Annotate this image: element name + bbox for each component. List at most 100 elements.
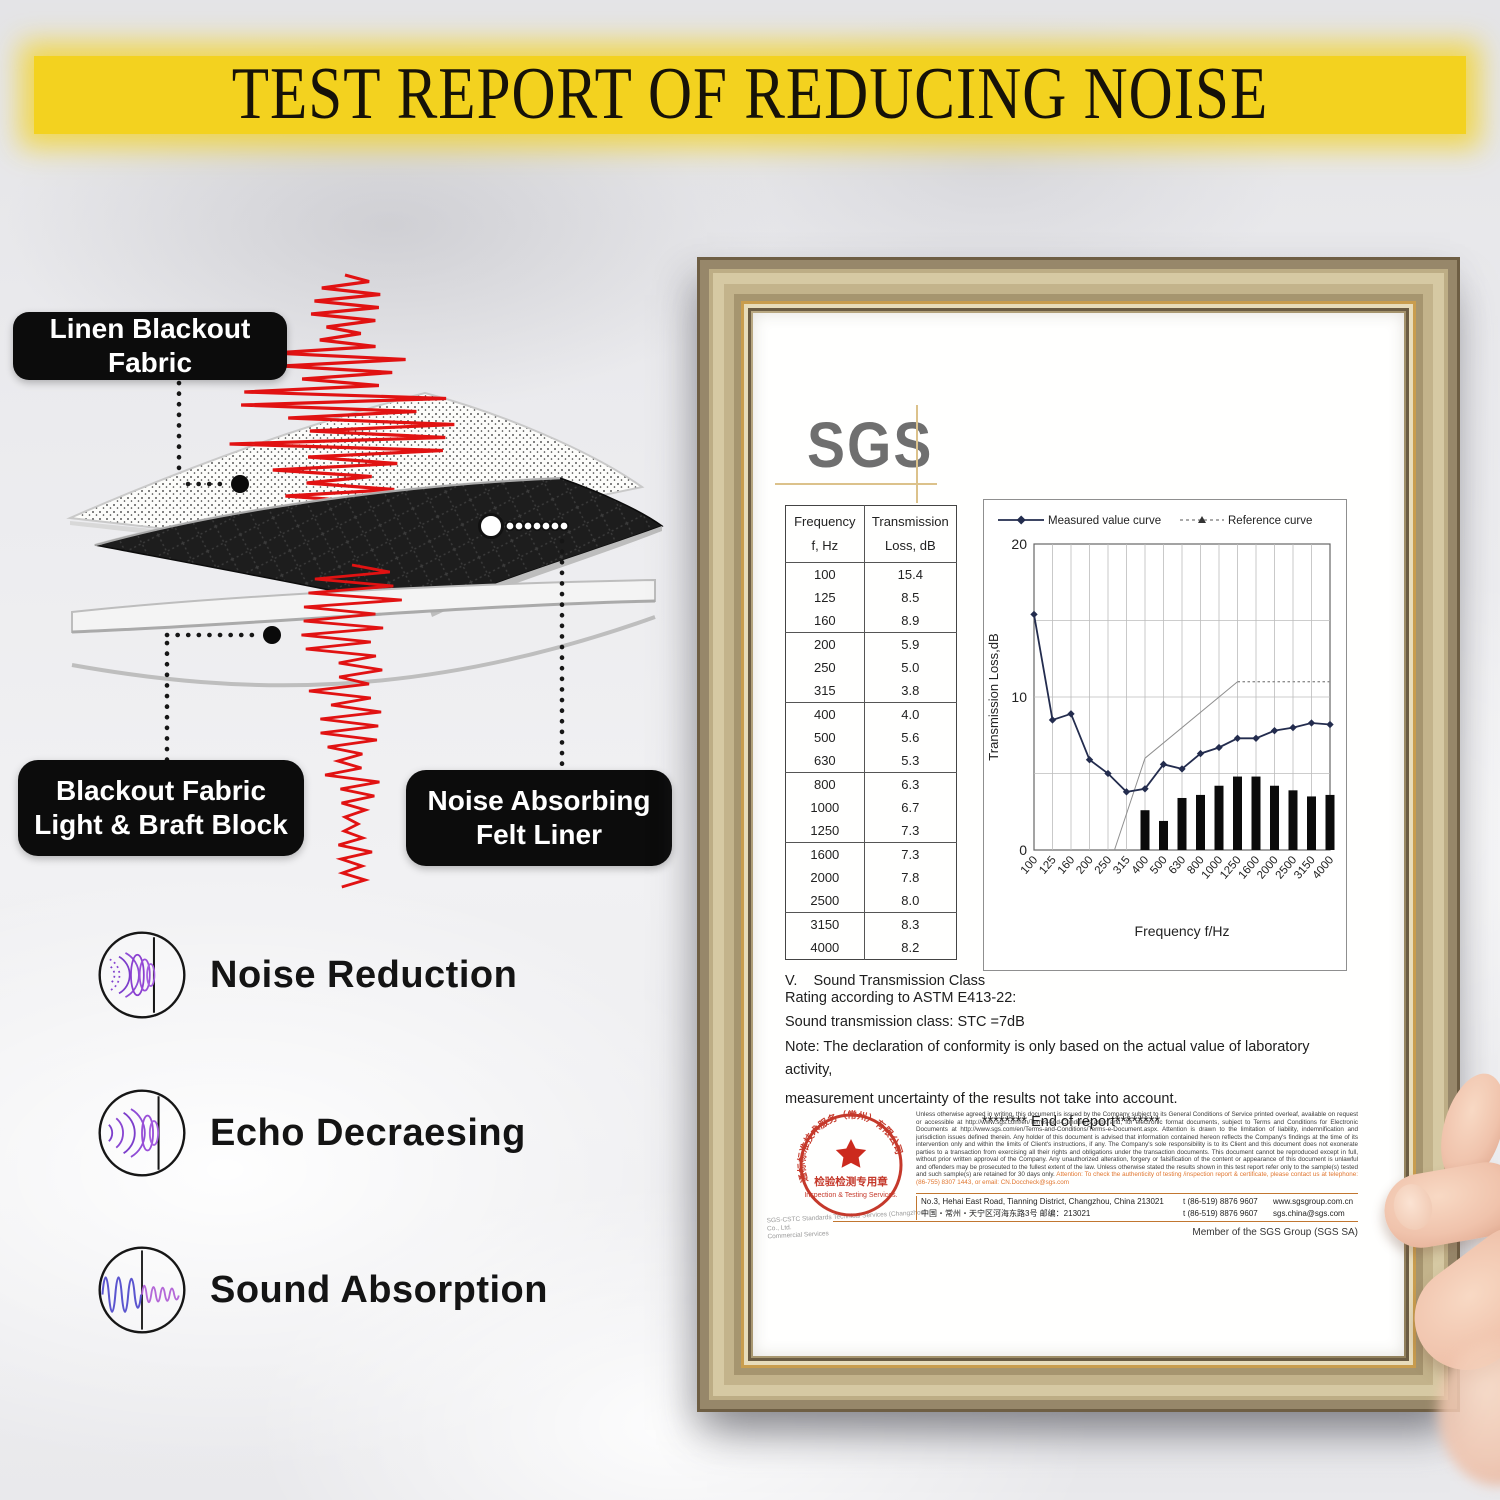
label-noise-absorbing-felt: Noise Absorbing Felt Liner — [406, 770, 672, 866]
table-cell: 200 — [785, 632, 865, 656]
address-cn: 中国・常州・天宁区河海东路3号 邮编：213021 — [916, 1208, 1183, 1220]
sound-wave-path — [229, 273, 455, 518]
table-cell: 4000 — [810, 940, 840, 955]
attention-text: Attention: To check the authenticity of … — [916, 1171, 1358, 1186]
x-tick-label: 4000 — [1311, 854, 1337, 881]
title-banner: TEST REPORT OF REDUCING NOISE — [34, 54, 1466, 135]
difference-bar — [1196, 794, 1205, 850]
difference-bar — [1140, 810, 1150, 850]
table-row: 2500 8.0 — [786, 889, 957, 913]
sgs-member-line: Member of the SGS Group (SGS SA) — [1192, 1227, 1358, 1238]
table-row: 1250 7.3 — [786, 819, 957, 843]
leader-lines — [164, 380, 565, 771]
table-cell: 160 — [813, 613, 836, 628]
address-block: No.3, Hehai East Road, Tianning District… — [916, 1193, 1358, 1220]
table-cell: 7.3 — [863, 819, 957, 843]
table-row: 250 5.0 — [786, 656, 957, 679]
legal-fineprint: Unless otherwise agreed in writing, this… — [916, 1111, 1358, 1207]
stamp-line1: 检验检测专用章 — [814, 1175, 888, 1188]
table-cell: 3150 — [785, 912, 865, 936]
address-divider — [833, 1221, 1358, 1222]
table-cell: 7.8 — [863, 866, 957, 889]
phone: t (86-519) 8876 9607 — [1183, 1209, 1258, 1218]
x-tick-label: 250 — [1093, 854, 1115, 876]
table-cell: 3.8 — [863, 679, 957, 703]
table-cell: 4.0 — [863, 702, 957, 726]
sgs-logo-crossline — [916, 405, 918, 503]
x-tick-label: 630 — [1167, 854, 1189, 876]
label-text: Noise Absorbing Felt Liner — [427, 785, 651, 850]
section-heading: V. Sound Transmission Class Rating accor… — [785, 973, 1017, 1006]
table-cell: 8.9 — [863, 609, 957, 633]
feature-noise-reduction: Noise Reduction — [96, 929, 517, 1021]
table-row: 200 5.9 — [785, 632, 957, 656]
table-row: 100 15.4 — [786, 562, 957, 586]
x-tick-label: 400 — [1130, 854, 1152, 876]
table-cell: 15.4 — [863, 562, 957, 586]
leader-bullet — [231, 475, 249, 493]
y-tick-label: 20 — [1011, 536, 1027, 552]
table-cell: 100 — [813, 567, 836, 582]
fineprint-text: Unless otherwise agreed in writing, this… — [916, 1111, 1358, 1178]
address-row-en: No.3, Hehai East Road, Tianning District… — [916, 1196, 1358, 1208]
table-row: 500 5.6 — [786, 726, 957, 749]
eyelet-detail — [478, 513, 570, 539]
table-cell: 1250 — [810, 823, 840, 838]
sound-wave-path — [301, 563, 402, 889]
table-row: 400 4.0 — [785, 702, 957, 726]
x-tick-label: 500 — [1148, 854, 1170, 876]
table-cell: 315 — [813, 683, 836, 698]
label-linen-blackout-fabric: Linen Blackout Fabric — [13, 312, 287, 380]
feature-sound-absorption: Sound Absorption — [96, 1244, 548, 1336]
sound-wave-bottom — [301, 563, 402, 889]
report-document: SGS Frequency f, Hz Transmission Loss, d… — [753, 313, 1404, 1356]
header-line: Transmission — [871, 514, 949, 529]
section-sound-transmission-class: V. Sound Transmission Class Rating accor… — [785, 973, 1357, 1130]
note-line2: measurement uncertainty of the results n… — [785, 1091, 1178, 1107]
phone: t (86-519) 8876 9607 — [1183, 1197, 1258, 1206]
col-frequency: Frequency f, Hz — [785, 505, 865, 563]
sgs-logo-underline — [775, 483, 937, 485]
table-row: 3150 8.3 — [785, 912, 957, 936]
x-tick-label: 160 — [1056, 854, 1078, 876]
x-tick-label: 315 — [1111, 854, 1133, 876]
table-cell: 7.3 — [863, 842, 957, 866]
label-text: Blackout Fabric Light & Braft Block — [34, 775, 288, 840]
table-cell: 8.5 — [863, 586, 957, 609]
end-of-report: ******** End of report******** — [981, 1114, 1161, 1130]
feature-label: Noise Reduction — [210, 953, 518, 996]
page-title: TEST REPORT OF REDUCING NOISE — [231, 53, 1269, 136]
email: sgs.china@sgs.com — [1273, 1209, 1345, 1218]
table-cell: 1000 — [810, 800, 840, 815]
table-row: 2000 7.8 — [786, 866, 957, 889]
difference-bar — [1177, 797, 1187, 850]
table-row: 125 8.5 — [786, 586, 957, 609]
difference-bar — [1233, 776, 1242, 850]
table-cell: 125 — [813, 590, 836, 605]
felt-layer-shape — [94, 476, 664, 617]
sound-absorption-icon — [98, 1246, 186, 1334]
difference-bar — [1251, 776, 1261, 850]
reference-curve — [1114, 681, 1238, 851]
table-row: 800 6.3 — [785, 772, 957, 796]
table-cell: 6.7 — [863, 796, 957, 819]
header-line: Frequency — [794, 514, 856, 529]
echo-decreasing-icon — [98, 1089, 186, 1177]
x-tick-label: 125 — [1037, 854, 1059, 876]
fabric-layers-diagram — [66, 273, 664, 889]
table-cell: 1600 — [785, 842, 865, 866]
website: www.sgsgroup.com.cn — [1273, 1197, 1354, 1206]
table-cell: 8.3 — [863, 912, 957, 936]
table-cell: 5.6 — [863, 726, 957, 749]
difference-bar — [1159, 820, 1168, 850]
stamp-line2: Inspection & Testing Services. — [804, 1192, 897, 1199]
table-row: 315 3.8 — [786, 679, 957, 703]
table-cell: 800 — [785, 772, 865, 796]
stc-value: Sound transmission class: STC =7dB — [785, 1014, 1025, 1030]
picture-frame: SGS Frequency f, Hz Transmission Loss, d… — [697, 257, 1460, 1412]
feature-label: Sound Absorption — [210, 1268, 548, 1311]
difference-bar — [1288, 790, 1298, 850]
header-line: f, Hz — [811, 538, 839, 553]
table-cell: 500 — [813, 730, 836, 745]
table-row: 160 8.9 — [786, 609, 957, 633]
